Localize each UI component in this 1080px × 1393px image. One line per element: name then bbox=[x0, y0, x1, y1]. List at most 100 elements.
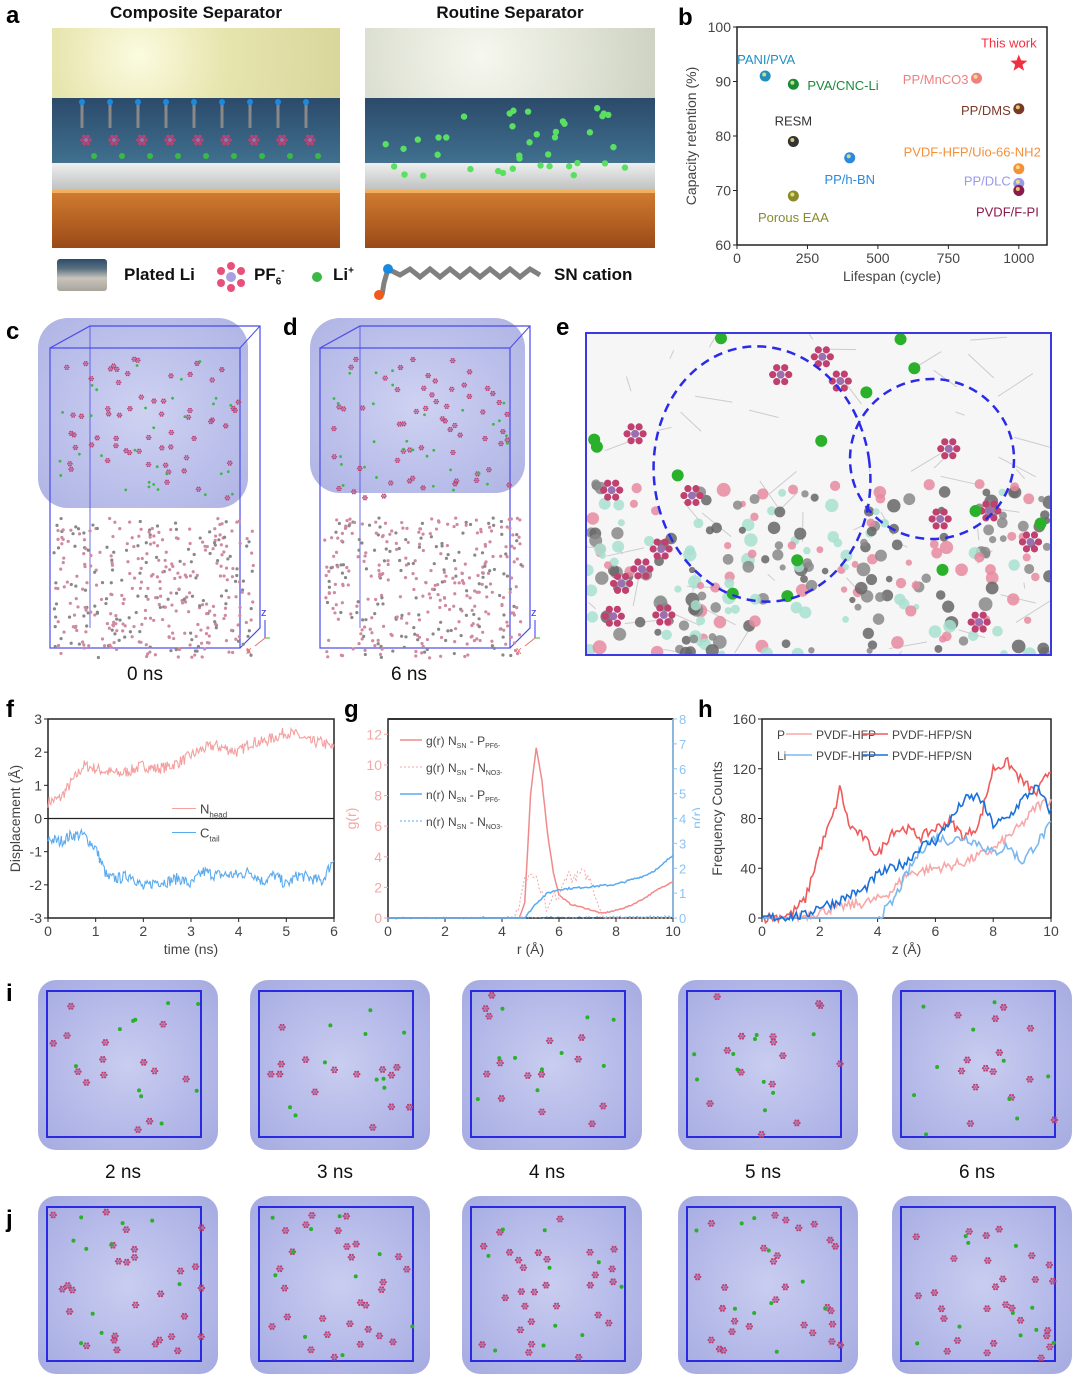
f-atom bbox=[340, 487, 342, 490]
f-atom bbox=[840, 1341, 843, 1344]
polymer-atom bbox=[223, 606, 228, 610]
f-atom bbox=[124, 1258, 127, 1262]
polymer-atom bbox=[211, 604, 216, 608]
f-atom bbox=[227, 464, 230, 466]
f-atom bbox=[613, 619, 621, 627]
f-atom bbox=[798, 1224, 802, 1227]
pf6-molecule bbox=[649, 538, 673, 560]
f-atom bbox=[981, 1067, 985, 1070]
f-atom bbox=[493, 994, 496, 997]
f-atom bbox=[451, 390, 454, 392]
x-axis-label: r (Å) bbox=[517, 941, 544, 957]
f-atom bbox=[614, 1280, 617, 1284]
li-ion bbox=[363, 1031, 368, 1036]
atom bbox=[738, 526, 746, 534]
x-axis bbox=[524, 637, 536, 647]
f-atom bbox=[1033, 1254, 1036, 1257]
f-atom bbox=[133, 1306, 136, 1309]
f-atom bbox=[483, 435, 485, 438]
polymer-atom bbox=[425, 647, 429, 652]
polymer-atom bbox=[109, 581, 113, 585]
point-label: RESM bbox=[775, 113, 813, 128]
f-atom bbox=[461, 434, 464, 437]
polymer-atom bbox=[404, 538, 408, 542]
f-atom bbox=[335, 1068, 339, 1072]
f-atom bbox=[1011, 1098, 1014, 1101]
pf6-molecule bbox=[713, 993, 721, 1001]
polymer-atom bbox=[506, 624, 510, 628]
point-label: PVDF-HFP/Uio-66-NH2 bbox=[904, 145, 1041, 160]
f-atom bbox=[444, 403, 447, 406]
polymer-atom bbox=[177, 587, 181, 591]
p-atom bbox=[128, 451, 131, 454]
polymer-atom bbox=[357, 641, 361, 646]
f-atom bbox=[613, 1282, 616, 1286]
f-atom bbox=[391, 1107, 394, 1111]
f-atom bbox=[235, 407, 237, 410]
p-atom bbox=[162, 400, 165, 403]
f-atom bbox=[172, 431, 175, 434]
f-atom bbox=[82, 362, 85, 365]
x-tick-label: 6 bbox=[330, 923, 338, 939]
polymer-atom bbox=[178, 647, 182, 652]
pf6-molecule bbox=[1050, 1116, 1059, 1124]
p-atom bbox=[451, 451, 454, 454]
li-ion bbox=[1034, 1327, 1039, 1332]
legend-mid: - P bbox=[466, 734, 485, 748]
series-line bbox=[761, 756, 1052, 924]
p-atom bbox=[142, 1061, 146, 1064]
f-atom bbox=[189, 416, 192, 419]
polymer-atom bbox=[324, 573, 328, 578]
f-atom bbox=[159, 1023, 162, 1026]
p-atom bbox=[967, 1230, 971, 1233]
f-atom bbox=[464, 382, 467, 385]
f-atom bbox=[545, 1039, 549, 1042]
polymer-atom bbox=[72, 613, 77, 617]
point-label: PP/DLC bbox=[964, 173, 1011, 188]
polymer-atom bbox=[170, 603, 174, 607]
f-atom bbox=[106, 1213, 109, 1216]
f-atom bbox=[578, 1353, 582, 1357]
f-atom bbox=[276, 1267, 279, 1270]
f-atom bbox=[304, 138, 308, 142]
polymer-atom bbox=[82, 614, 86, 618]
p-atom bbox=[326, 1333, 329, 1336]
polymer-atom bbox=[136, 594, 140, 598]
polymer-atom bbox=[473, 553, 477, 557]
pf6-molecule bbox=[168, 429, 175, 436]
p-atom bbox=[358, 467, 361, 470]
p-atom bbox=[169, 374, 172, 377]
li-ion bbox=[551, 134, 559, 141]
f-atom bbox=[116, 138, 120, 142]
f-atom bbox=[432, 395, 434, 398]
atom bbox=[1008, 559, 1020, 571]
f-atom bbox=[932, 522, 940, 530]
polymer-atom bbox=[492, 567, 497, 572]
f-atom bbox=[761, 1130, 765, 1134]
atom bbox=[587, 584, 598, 597]
polymer-atom bbox=[431, 632, 435, 636]
polymer-atom bbox=[471, 622, 475, 626]
f-atom bbox=[481, 1242, 484, 1246]
f-atom bbox=[994, 507, 1002, 515]
f-atom bbox=[163, 398, 166, 401]
polymer-atom bbox=[515, 516, 519, 520]
polymer-atom bbox=[395, 615, 399, 619]
f-atom bbox=[605, 605, 613, 613]
polymer-atom bbox=[120, 578, 124, 582]
f-atom bbox=[115, 1337, 118, 1340]
polymer-atom bbox=[440, 580, 444, 584]
polymer-atom bbox=[247, 650, 251, 654]
f-atom bbox=[1031, 1278, 1034, 1281]
f-atom bbox=[363, 495, 365, 497]
atom bbox=[803, 546, 811, 555]
f-atom bbox=[281, 1060, 284, 1064]
f-atom bbox=[331, 426, 334, 428]
f-atom bbox=[827, 1303, 830, 1307]
point-label: PP/h-BN bbox=[824, 172, 875, 187]
f-atom bbox=[197, 1226, 201, 1229]
f-atom bbox=[714, 993, 717, 996]
polymer-atom bbox=[442, 570, 447, 574]
f-atom bbox=[116, 370, 119, 372]
pf6-molecule bbox=[158, 411, 165, 417]
